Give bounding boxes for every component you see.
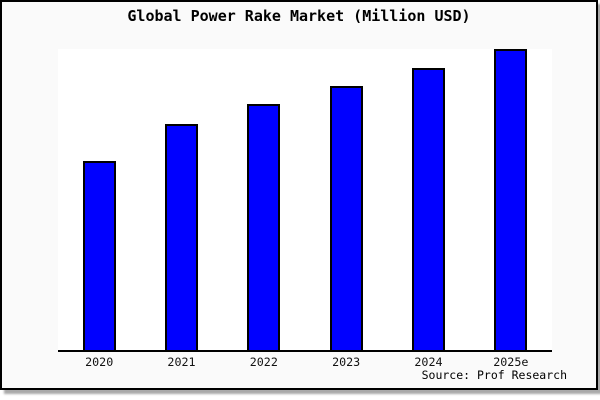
plot-area [58,49,552,352]
x-tick-label-2025e: 2025e [493,355,529,369]
x-tick-label-2020: 2020 [85,355,114,369]
x-tick-label-2023: 2023 [332,355,361,369]
bar-2020 [82,161,116,350]
x-axis-tick-labels: 2020 2021 2022 2023 2024 2025e [58,355,552,369]
bar-2025e [494,49,528,350]
bar-slot-2024 [387,49,469,350]
bars-row [58,49,552,350]
bar-slot-2023 [305,49,387,350]
x-tick-label-2022: 2022 [249,355,278,369]
bar-slot-2020 [58,49,140,350]
chart-frame: Global Power Rake Market (Million USD) 2… [0,0,598,390]
bar-2024 [411,67,445,350]
x-tick-label-2021: 2021 [167,355,196,369]
bar-slot-2022 [223,49,305,350]
bar-slot-2025e [470,49,552,350]
source-attribution: Source: Prof Research [421,368,567,382]
bar-2023 [329,86,363,350]
x-tick-label-2024: 2024 [414,355,443,369]
chart-title: Global Power Rake Market (Million USD) [127,7,471,25]
bar-2022 [247,104,281,350]
bar-2021 [164,124,198,350]
bar-slot-2021 [140,49,222,350]
